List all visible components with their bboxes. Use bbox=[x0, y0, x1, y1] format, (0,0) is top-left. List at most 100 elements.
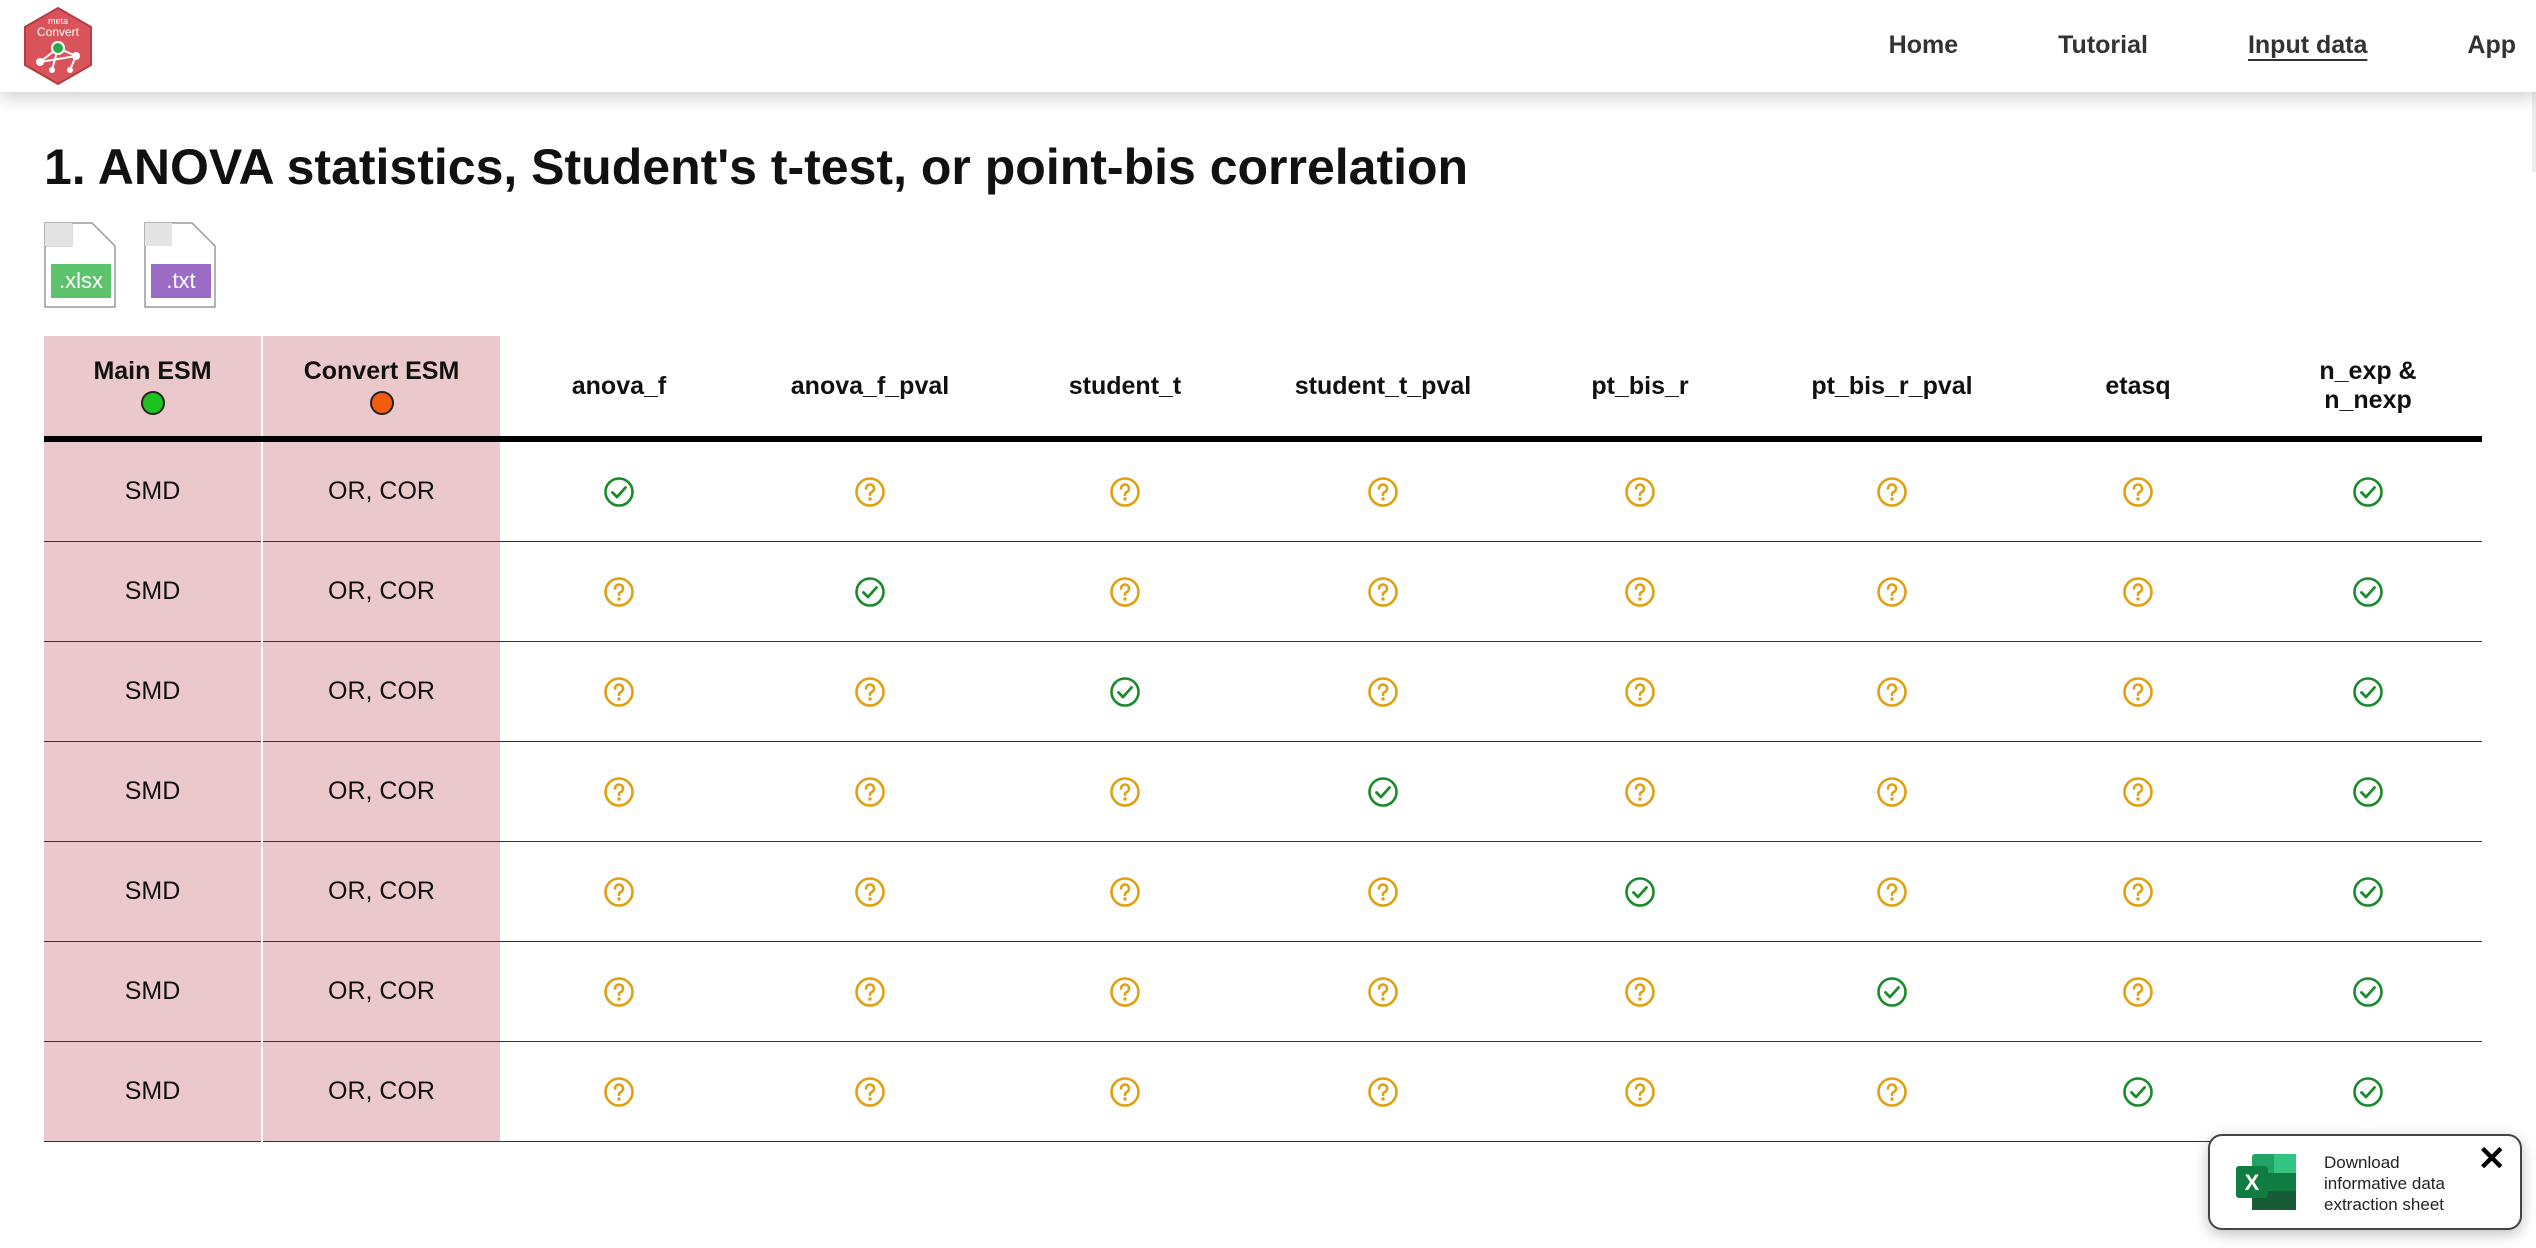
question-icon bbox=[1367, 876, 1399, 907]
question-icon bbox=[854, 876, 886, 907]
question-icon bbox=[1876, 676, 1908, 707]
cell-anova-f bbox=[500, 641, 738, 742]
table-row: SMD OR, COR bbox=[44, 1041, 2482, 1142]
cell-convert-esm: OR, COR bbox=[262, 841, 500, 942]
cell-pt-bis-r bbox=[1518, 641, 1762, 742]
cell-main-esm: SMD bbox=[44, 439, 263, 542]
header-anova-f: anova_f bbox=[500, 336, 738, 442]
table-row: SMD OR, COR bbox=[44, 439, 2482, 542]
check-icon bbox=[2352, 676, 2384, 707]
navbar: meta Convert Home Tutorial Input data Ap… bbox=[0, 0, 2536, 92]
table-row: SMD OR, COR bbox=[44, 841, 2482, 942]
question-icon bbox=[1109, 776, 1141, 807]
cell-student-t bbox=[1002, 841, 1248, 942]
cell-convert-esm: OR, COR bbox=[262, 741, 500, 842]
question-icon bbox=[1624, 1076, 1656, 1107]
question-icon bbox=[603, 776, 635, 807]
cell-etasq bbox=[2022, 641, 2254, 742]
cell-etasq bbox=[2022, 741, 2254, 842]
question-icon bbox=[1367, 476, 1399, 507]
table-body: SMD OR, COR SMD OR, COR SMD OR, COR SMD OR, COR… bbox=[44, 439, 2482, 1142]
cell-anova-f-pval bbox=[738, 641, 1002, 742]
cell-anova-f-pval bbox=[738, 1041, 1002, 1142]
cell-student-t-pval bbox=[1248, 439, 1518, 542]
question-icon bbox=[1109, 876, 1141, 907]
question-icon bbox=[603, 976, 635, 1007]
cell-anova-f-pval bbox=[738, 439, 1002, 542]
cell-anova-f-pval bbox=[738, 541, 1002, 642]
cell-pt-bis-r-pval bbox=[1762, 741, 2022, 842]
nav-home[interactable]: Home bbox=[1888, 30, 1959, 59]
check-icon bbox=[2352, 976, 2384, 1007]
question-icon bbox=[1367, 1076, 1399, 1107]
cell-student-t-pval bbox=[1248, 741, 1518, 842]
header-pt-bis-r: pt_bis_r bbox=[1518, 336, 1762, 442]
check-icon bbox=[2352, 1076, 2384, 1107]
question-icon bbox=[2122, 476, 2154, 507]
cell-student-t bbox=[1002, 941, 1248, 1042]
question-icon bbox=[2122, 776, 2154, 807]
header-student-t-pval: student_t_pval bbox=[1248, 336, 1518, 442]
question-icon bbox=[1367, 976, 1399, 1007]
excel-icon: X bbox=[2234, 1152, 2298, 1212]
question-icon bbox=[1876, 776, 1908, 807]
metaconvert-logo[interactable]: meta Convert bbox=[18, 6, 98, 86]
download-toast[interactable]: X Download informative data extraction s… bbox=[2208, 1134, 2522, 1230]
header-convert-esm-label: Convert ESM bbox=[303, 356, 460, 385]
cell-n-exp-n-nexp bbox=[2254, 941, 2482, 1042]
cell-main-esm: SMD bbox=[44, 841, 263, 942]
toast-line-2: informative data bbox=[2324, 1174, 2445, 1193]
cell-convert-esm: OR, COR bbox=[262, 439, 500, 542]
toast-line-1: Download bbox=[2324, 1153, 2400, 1172]
check-icon bbox=[2352, 476, 2384, 507]
page-title: 1. ANOVA statistics, Student's t-test, o… bbox=[44, 139, 1469, 195]
cell-anova-f bbox=[500, 841, 738, 942]
convert-esm-orange-dot bbox=[369, 391, 394, 416]
cell-etasq bbox=[2022, 841, 2254, 942]
txt-label: .txt bbox=[166, 268, 195, 293]
check-icon bbox=[1876, 976, 1908, 1007]
excel-letter: X bbox=[2245, 1170, 2260, 1195]
cell-anova-f bbox=[500, 1041, 738, 1142]
cell-convert-esm: OR, COR bbox=[262, 541, 500, 642]
question-icon bbox=[1109, 576, 1141, 607]
header-n-exp-line1: n_exp & bbox=[2319, 357, 2417, 386]
cell-anova-f bbox=[500, 439, 738, 542]
xlsx-file-icon[interactable]: .xlsx bbox=[44, 222, 116, 308]
toast-line-3: extraction sheet bbox=[2324, 1195, 2445, 1214]
header-n-exp-line2: n_nexp bbox=[2324, 386, 2412, 414]
table-header-row: Main ESM Convert ESM anova_f anova_f_pva… bbox=[44, 336, 2482, 442]
check-icon bbox=[854, 576, 886, 607]
header-n-exp-n-nexp: n_exp & n_nexp bbox=[2254, 336, 2482, 442]
conversion-table-wrap: Main ESM Convert ESM anova_f anova_f_pva… bbox=[44, 336, 2482, 1142]
cell-anova-f bbox=[500, 941, 738, 1042]
nav-input-data[interactable]: Input data bbox=[2247, 30, 2368, 59]
cell-pt-bis-r bbox=[1518, 941, 1762, 1042]
question-icon bbox=[1109, 1076, 1141, 1107]
cell-student-t-pval bbox=[1248, 941, 1518, 1042]
scrollbar[interactable] bbox=[2532, 92, 2536, 172]
cell-n-exp-n-nexp bbox=[2254, 439, 2482, 542]
cell-etasq bbox=[2022, 1041, 2254, 1142]
cell-convert-esm: OR, COR bbox=[262, 641, 500, 742]
xlsx-label: .xlsx bbox=[59, 268, 103, 293]
question-icon bbox=[1876, 476, 1908, 507]
cell-anova-f bbox=[500, 741, 738, 842]
nav-app[interactable]: App bbox=[2467, 30, 2516, 59]
cell-anova-f-pval bbox=[738, 941, 1002, 1042]
cell-student-t-pval bbox=[1248, 841, 1518, 942]
toast-message[interactable]: Download informative data extraction she… bbox=[2324, 1152, 2474, 1215]
question-icon bbox=[1876, 876, 1908, 907]
cell-pt-bis-r bbox=[1518, 439, 1762, 542]
cell-pt-bis-r-pval bbox=[1762, 1041, 2022, 1142]
question-icon bbox=[603, 876, 635, 907]
txt-file-icon[interactable]: .txt bbox=[144, 222, 216, 308]
close-icon[interactable]: ✕ bbox=[2477, 1140, 2507, 1178]
cell-pt-bis-r bbox=[1518, 841, 1762, 942]
header-main-esm-label: Main ESM bbox=[93, 356, 212, 385]
cell-student-t bbox=[1002, 1041, 1248, 1142]
nav-tutorial[interactable]: Tutorial bbox=[2058, 30, 2148, 59]
question-icon bbox=[2122, 676, 2154, 707]
check-icon bbox=[2352, 576, 2384, 607]
question-icon bbox=[854, 476, 886, 507]
